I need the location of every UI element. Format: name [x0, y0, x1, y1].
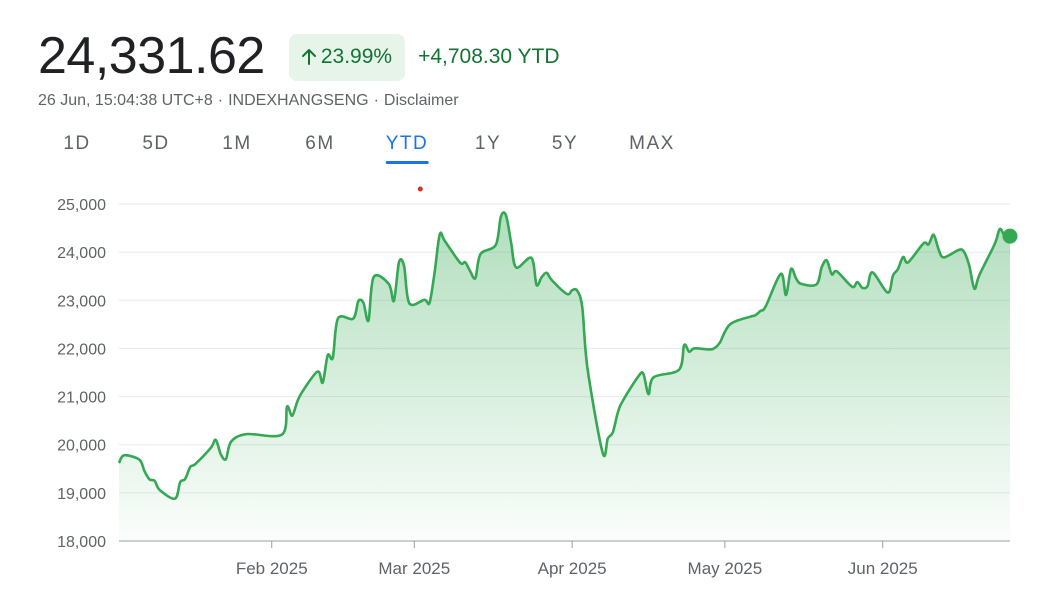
last-price-dot: [1002, 228, 1018, 244]
y-tick-label: 18,000: [57, 534, 106, 551]
y-tick-label: 23,000: [57, 293, 106, 310]
tab-6m[interactable]: 6M: [305, 133, 335, 154]
change-percent: 23.99%: [320, 45, 393, 68]
tab-1y[interactable]: 1Y: [474, 133, 502, 154]
disclaimer-link[interactable]: Disclaimer: [383, 92, 459, 109]
x-tick-label: Jun 2025: [848, 559, 918, 578]
y-tick-label: 19,000: [57, 486, 106, 503]
quote-meta: 26 Jun, 15:04:38 UTC+8 · INDEXHANGSENG · Dis…: [38, 92, 459, 110]
tab-ytd[interactable]: YTD: [385, 128, 429, 164]
quote-header: 24,331.62 23.99% +4,708.30 YTD: [38, 26, 560, 86]
y-tick-label: 22,000: [57, 341, 106, 358]
price-line: [117, 211, 1011, 501]
x-tick-label: Feb 2025: [236, 559, 308, 578]
index-price: 24,331.62: [38, 27, 265, 85]
timestamp: 26 Jun, 15:04:38 UTC+8: [38, 92, 213, 109]
tab-5y[interactable]: 5Y: [551, 133, 579, 154]
y-tick-label: 21,000: [57, 390, 106, 407]
y-tick-label: 24,000: [57, 245, 106, 262]
y-axis: 18,000 19,000 20,000 21,000 22,000 23,000 24,0…: [57, 197, 106, 551]
x-tick-label: Apr 2025: [538, 559, 607, 578]
tab-max[interactable]: MAX: [629, 133, 675, 154]
tab-1m[interactable]: 1M: [222, 133, 252, 154]
x-axis: Feb 2025 Mar 2025 Apr 2025 May 2025 Jun 2025: [236, 541, 918, 578]
price-area: [119, 212, 1010, 541]
tab-5d[interactable]: 5D: [142, 133, 170, 154]
x-tick-label: Mar 2025: [378, 559, 450, 578]
tab-1d[interactable]: 1D: [63, 133, 91, 154]
separator: ·: [217, 92, 224, 109]
index-symbol: INDEXHANGSENG: [228, 92, 369, 109]
event-marker[interactable]: [417, 186, 423, 192]
x-tick-label: May 2025: [688, 559, 763, 578]
change-percent-badge: 23.99%: [288, 33, 406, 81]
separator: ·: [373, 92, 379, 109]
y-tick-label: 20,000: [57, 438, 106, 455]
y-tick-label: 25,000: [57, 197, 106, 214]
change-absolute: +4,708.30 YTD: [418, 45, 560, 68]
arrow-up-icon: [301, 48, 317, 66]
